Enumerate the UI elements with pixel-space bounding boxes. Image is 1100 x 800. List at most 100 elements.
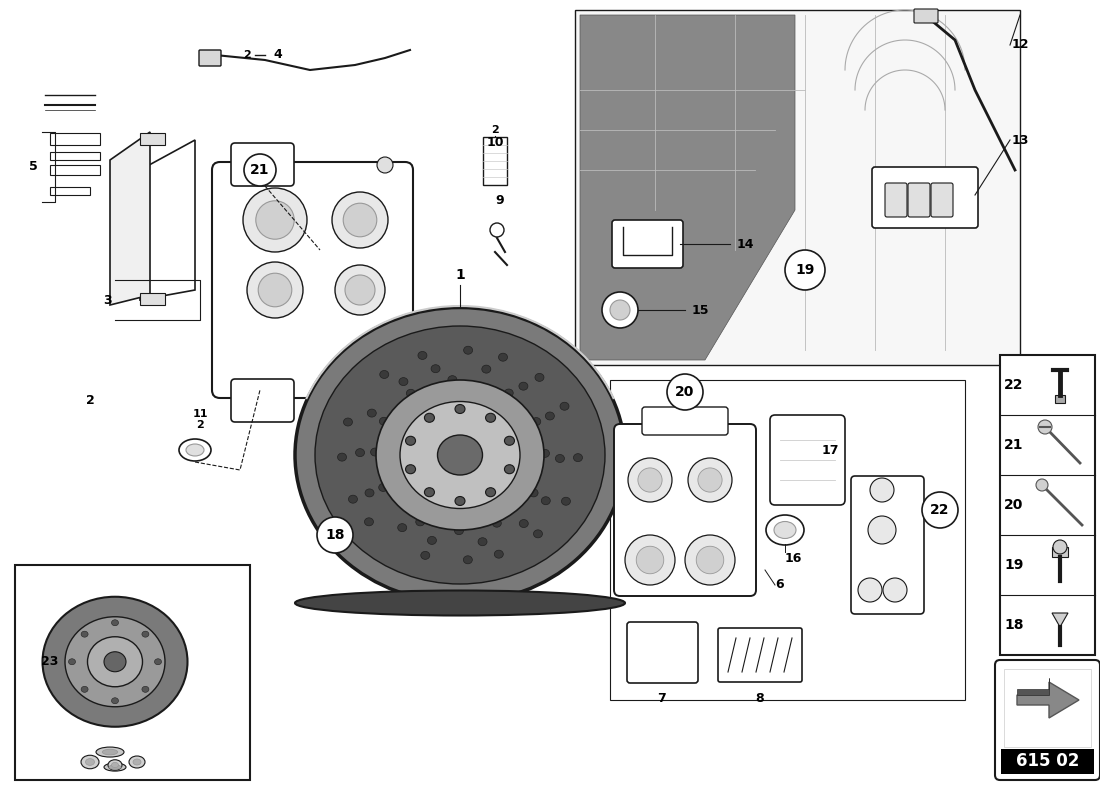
- Circle shape: [610, 300, 630, 320]
- Ellipse shape: [142, 686, 148, 692]
- FancyBboxPatch shape: [931, 183, 953, 217]
- Bar: [1055, 395, 1065, 403]
- Ellipse shape: [561, 498, 571, 506]
- Bar: [610, 380, 965, 700]
- Text: 16: 16: [784, 551, 802, 565]
- FancyBboxPatch shape: [212, 162, 412, 398]
- Ellipse shape: [129, 756, 145, 768]
- Bar: [50, 133, 100, 145]
- Circle shape: [1036, 479, 1048, 491]
- Ellipse shape: [365, 489, 374, 497]
- Text: 22: 22: [931, 503, 949, 517]
- Ellipse shape: [376, 380, 544, 530]
- Bar: [1000, 355, 1094, 655]
- Circle shape: [336, 265, 385, 315]
- Ellipse shape: [455, 405, 465, 414]
- Text: 4: 4: [274, 49, 283, 62]
- Ellipse shape: [406, 390, 416, 398]
- Circle shape: [636, 546, 663, 574]
- Ellipse shape: [154, 658, 162, 665]
- Ellipse shape: [108, 760, 122, 770]
- Ellipse shape: [560, 402, 569, 410]
- Text: 22: 22: [1004, 378, 1024, 392]
- Circle shape: [345, 275, 375, 305]
- Ellipse shape: [485, 488, 496, 497]
- Ellipse shape: [111, 620, 119, 626]
- Ellipse shape: [416, 518, 425, 526]
- Ellipse shape: [111, 698, 119, 704]
- Ellipse shape: [556, 454, 564, 462]
- Ellipse shape: [448, 376, 456, 384]
- Circle shape: [638, 468, 662, 492]
- Text: 1: 1: [455, 268, 465, 282]
- Text: 7: 7: [658, 691, 667, 705]
- Text: 2: 2: [243, 50, 251, 60]
- Text: 10: 10: [486, 135, 504, 149]
- Text: 21: 21: [251, 163, 270, 177]
- Circle shape: [602, 292, 638, 328]
- Bar: [50, 152, 100, 160]
- Ellipse shape: [86, 758, 95, 766]
- Polygon shape: [110, 132, 150, 305]
- Ellipse shape: [546, 412, 554, 420]
- FancyBboxPatch shape: [718, 628, 802, 682]
- Ellipse shape: [111, 762, 119, 768]
- Ellipse shape: [494, 550, 504, 558]
- Ellipse shape: [519, 519, 528, 527]
- FancyBboxPatch shape: [612, 220, 683, 268]
- Ellipse shape: [485, 414, 496, 422]
- Ellipse shape: [338, 453, 346, 461]
- Bar: [15, 565, 250, 780]
- Ellipse shape: [179, 439, 211, 461]
- FancyBboxPatch shape: [914, 9, 938, 23]
- FancyBboxPatch shape: [872, 167, 978, 228]
- FancyBboxPatch shape: [627, 622, 698, 683]
- Text: 15: 15: [691, 303, 708, 317]
- Circle shape: [248, 262, 302, 318]
- Ellipse shape: [463, 556, 472, 564]
- Circle shape: [244, 154, 276, 186]
- FancyBboxPatch shape: [851, 476, 924, 614]
- Circle shape: [258, 274, 292, 306]
- Ellipse shape: [81, 686, 88, 692]
- Circle shape: [343, 203, 377, 237]
- FancyBboxPatch shape: [886, 183, 907, 217]
- Ellipse shape: [425, 414, 435, 422]
- FancyBboxPatch shape: [642, 407, 728, 435]
- Text: 615 02: 615 02: [1015, 752, 1079, 770]
- Ellipse shape: [364, 518, 374, 526]
- Ellipse shape: [371, 448, 380, 456]
- Bar: [140, 133, 165, 145]
- Ellipse shape: [463, 346, 473, 354]
- Ellipse shape: [102, 750, 118, 755]
- Circle shape: [332, 192, 388, 248]
- Polygon shape: [140, 140, 195, 300]
- Ellipse shape: [535, 374, 544, 382]
- Ellipse shape: [81, 631, 88, 637]
- Ellipse shape: [295, 590, 625, 615]
- FancyBboxPatch shape: [199, 50, 221, 66]
- Ellipse shape: [493, 519, 502, 527]
- Ellipse shape: [418, 351, 427, 359]
- Ellipse shape: [505, 436, 515, 446]
- Text: 2: 2: [196, 420, 204, 430]
- Ellipse shape: [378, 483, 387, 491]
- Bar: [1001, 749, 1094, 774]
- Circle shape: [858, 578, 882, 602]
- Circle shape: [1038, 420, 1052, 434]
- Ellipse shape: [355, 449, 364, 457]
- Ellipse shape: [534, 530, 542, 538]
- Ellipse shape: [455, 497, 465, 506]
- FancyBboxPatch shape: [996, 660, 1100, 780]
- Circle shape: [870, 478, 894, 502]
- Ellipse shape: [186, 444, 204, 456]
- Circle shape: [688, 458, 732, 502]
- Text: 2: 2: [86, 394, 95, 406]
- Ellipse shape: [425, 488, 435, 497]
- Text: 14: 14: [736, 238, 754, 250]
- Ellipse shape: [43, 597, 187, 726]
- Ellipse shape: [482, 365, 491, 373]
- Ellipse shape: [379, 418, 388, 426]
- Circle shape: [490, 223, 504, 237]
- Text: 8: 8: [756, 691, 764, 705]
